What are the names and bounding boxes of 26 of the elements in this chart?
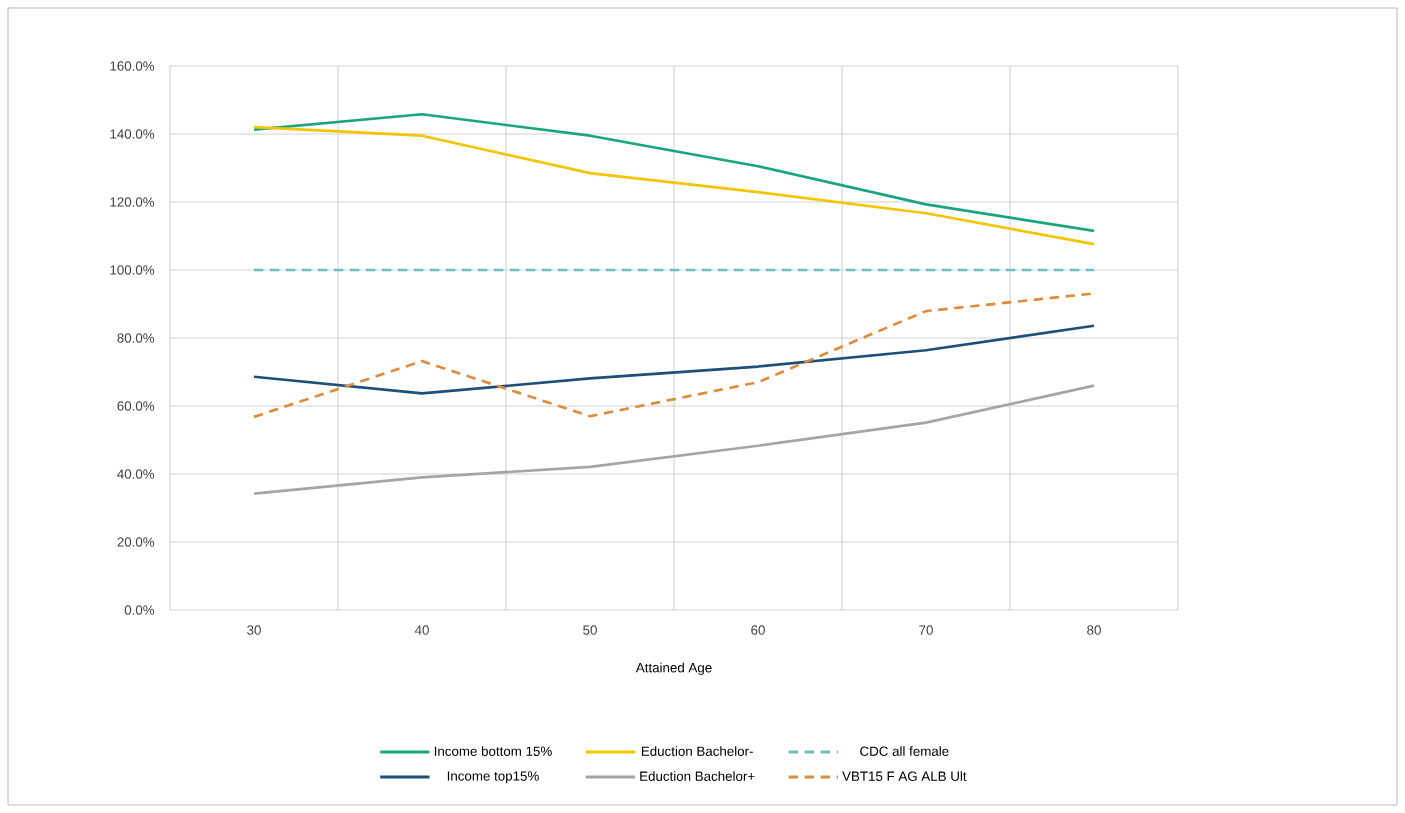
- y-tick-label: 60.0%: [117, 401, 155, 411]
- legend-label: Eduction Bachelor+: [640, 771, 755, 781]
- y-tick-label: 80.0%: [117, 333, 155, 343]
- legend-label: Income bottom 15%: [434, 746, 552, 756]
- x-tick-label: 40: [414, 625, 429, 635]
- x-tick-label: 30: [247, 625, 261, 635]
- x-tick-label: 80: [1087, 625, 1101, 635]
- y-tick-label: 40.0%: [117, 469, 155, 479]
- legend-label: VBT15 F AG ALB Ult: [842, 771, 967, 781]
- y-tick-label: 120.0%: [110, 197, 155, 207]
- legend-label: Income top15%: [447, 771, 539, 784]
- line-series: [252, 324, 1096, 395]
- y-tick-label: 140.0%: [110, 129, 155, 139]
- y-tick-label: 0.0%: [124, 605, 155, 615]
- legend-label: Eduction Bachelor-: [641, 746, 753, 756]
- line-series: [252, 384, 1096, 496]
- legend-label: CDC all female: [860, 746, 949, 756]
- line-series: [252, 112, 1096, 233]
- x-tick-label: 60: [751, 625, 765, 635]
- x-tick-label: 70: [919, 625, 933, 635]
- y-tick-label: 20.0%: [117, 537, 155, 547]
- x-tick-label: 50: [583, 625, 597, 635]
- x-axis-title: Attained Age: [635, 662, 712, 676]
- y-tick-label: 100.0%: [110, 265, 155, 275]
- line-series: [252, 125, 1096, 246]
- y-tick-label: 160.0%: [110, 61, 155, 71]
